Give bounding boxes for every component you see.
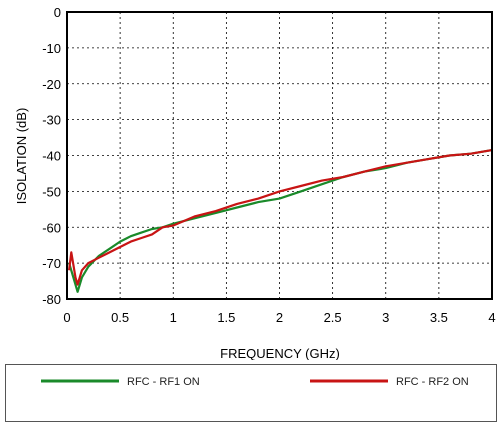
y-tick-label: -10 bbox=[42, 41, 61, 56]
x-tick-label: 3 bbox=[382, 310, 389, 325]
x-tick-label: 1.5 bbox=[217, 310, 235, 325]
isolation-chart: 0 -10 -20 -30 -40 -50 -60 -70 -80 0 0.5 1 1.5 2 2.5 3 3… bbox=[14, 5, 496, 360]
x-axis-label: FREQUENCY (GHz) bbox=[220, 346, 340, 360]
y-tick-label: 0 bbox=[54, 5, 61, 20]
x-tick-label: 3.5 bbox=[430, 310, 448, 325]
grid-lines bbox=[67, 12, 492, 299]
series-lines bbox=[68, 149, 493, 293]
legend-canvas: RFC - RF1 ON RFC - RF2 ON bbox=[41, 376, 469, 388]
x-tick-label: 2 bbox=[276, 310, 283, 325]
y-tick-label: -70 bbox=[42, 256, 61, 271]
x-tick-label: 0 bbox=[63, 310, 70, 325]
y-axis-label: ISOLATION (dB) bbox=[14, 108, 29, 205]
y-tick-label: -50 bbox=[42, 184, 61, 199]
y-tick-label: -20 bbox=[42, 77, 61, 92]
y-tick-label: -60 bbox=[42, 220, 61, 235]
x-tick-label: 0.5 bbox=[111, 310, 129, 325]
legend: RFC - RF1 ON RFC - RF2 ON bbox=[5, 364, 497, 422]
y-tick-labels: 0 -10 -20 -30 -40 -50 -60 -70 -80 bbox=[42, 5, 61, 307]
y-tick-label: -80 bbox=[42, 292, 61, 307]
x-tick-label: 4 bbox=[488, 310, 495, 325]
y-tick-label: -30 bbox=[42, 113, 61, 128]
x-tick-label: 2.5 bbox=[324, 310, 342, 325]
legend-label-rfc-rf1: RFC - RF1 ON bbox=[127, 376, 200, 388]
x-tick-labels: 0 0.5 1 1.5 2 2.5 3 3.5 4 bbox=[63, 310, 495, 325]
x-tick-label: 1 bbox=[170, 310, 177, 325]
y-tick-label: -40 bbox=[42, 149, 61, 164]
series-line-2 bbox=[68, 149, 493, 286]
plot-frame bbox=[66, 11, 493, 300]
legend-label-rfc-rf2: RFC - RF2 ON bbox=[396, 376, 469, 388]
